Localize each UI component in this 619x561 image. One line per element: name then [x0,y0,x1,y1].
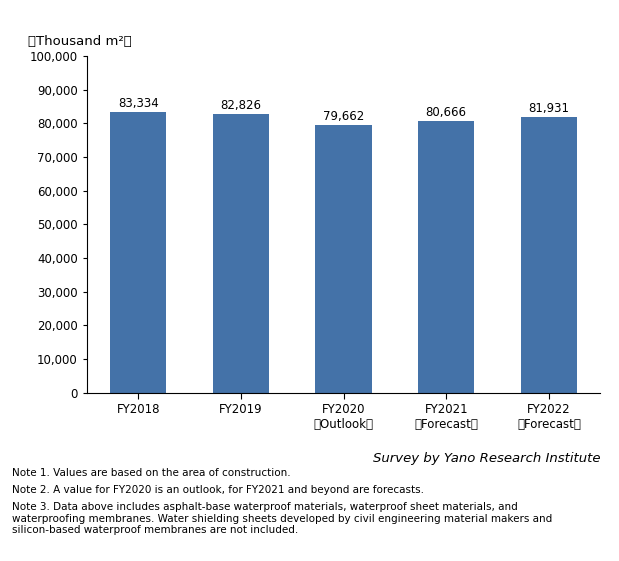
Bar [213,114,269,393]
Text: Note 2. A value for FY2020 is an outlook, for FY2021 and beyond are forecasts.: Note 2. A value for FY2020 is an outlook… [12,485,425,495]
Text: 80,666: 80,666 [426,106,467,119]
Text: （Thousand m²）: （Thousand m²） [28,35,131,48]
Bar [418,121,474,393]
Text: Survey by Yano Research Institute: Survey by Yano Research Institute [373,452,600,465]
Bar [315,125,372,393]
Text: 81,931: 81,931 [529,102,569,115]
Text: Note 3. Data above includes asphalt-base waterproof materials, waterproof sheet : Note 3. Data above includes asphalt-base… [12,502,553,535]
Text: 79,662: 79,662 [323,109,364,122]
Text: Note 1. Values are based on the area of construction.: Note 1. Values are based on the area of … [12,468,291,479]
Text: 83,334: 83,334 [118,97,158,110]
Bar [110,112,167,393]
Bar [521,117,577,393]
Text: 82,826: 82,826 [220,99,261,112]
